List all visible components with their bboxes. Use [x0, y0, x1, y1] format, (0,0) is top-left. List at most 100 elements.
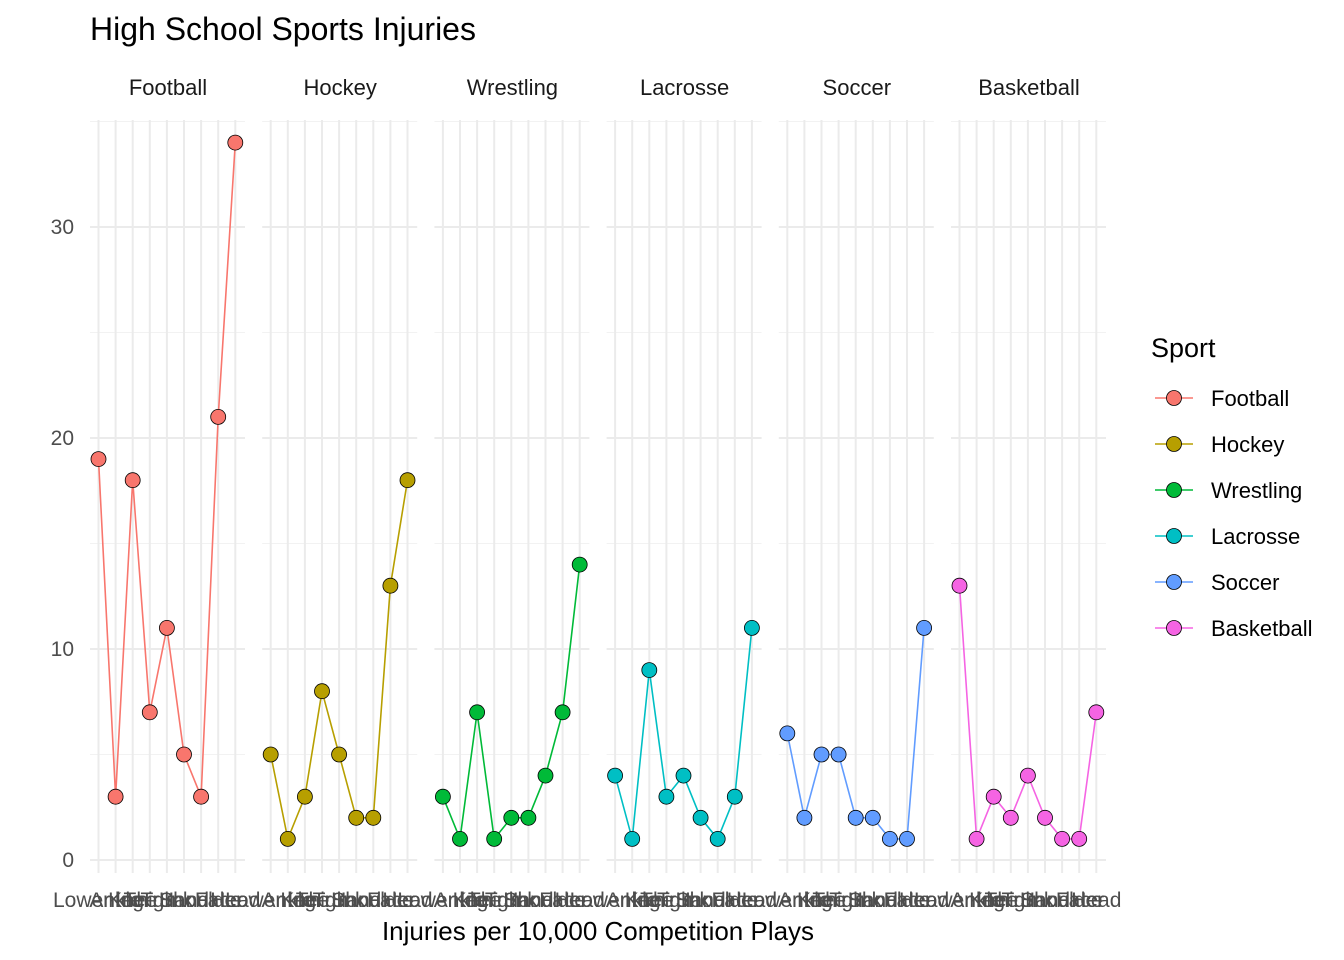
x-tick-label: Ankle	[778, 889, 831, 912]
x-tick-label: Trunk	[485, 889, 538, 912]
data-point	[658, 788, 675, 805]
x-tick-label: Thigh	[296, 889, 349, 912]
facet-strip-label: Football	[129, 75, 207, 100]
y-axis: 0 10 20 30	[51, 216, 74, 872]
data-point	[1088, 704, 1105, 721]
data-point	[796, 809, 813, 826]
legend-item: Basketball	[1155, 616, 1313, 641]
legend: Sport Football Hockey Wrestling Lacrosse Soc…	[1151, 333, 1313, 641]
x-tick-label: Face	[195, 889, 242, 912]
chart-title: High School Sports Injuries	[90, 11, 476, 47]
x-tick-label: Head	[382, 889, 432, 912]
x-tick-label: Ankle	[434, 889, 487, 912]
x-tick-label: Ankle	[89, 889, 142, 912]
x-tick-label: Face	[539, 889, 586, 912]
x-tick-label: Lower leg	[914, 889, 1005, 912]
y-tick-label: 30	[51, 216, 74, 239]
data-point	[193, 788, 210, 805]
data-point	[744, 620, 760, 636]
data-point	[1020, 767, 1036, 784]
facet-panel: Football Lower legAnkleKneeThighTrunkHand…	[53, 75, 260, 912]
x-tick-label: Knee	[453, 889, 502, 912]
legend-title: Sport	[1151, 333, 1216, 363]
x-tick-label: Head	[727, 889, 777, 912]
y-tick-label: 0	[62, 849, 74, 872]
data-point	[90, 451, 107, 468]
data-point	[1071, 831, 1088, 847]
legend-label: Soccer	[1211, 570, 1279, 595]
data-point	[779, 725, 796, 742]
x-tick-label: Trunk	[1001, 889, 1054, 912]
legend-key-point	[1166, 620, 1182, 636]
x-tick-label: Lower leg	[53, 889, 144, 912]
legend-label: Basketball	[1211, 616, 1313, 641]
x-tick-label: Thigh	[640, 889, 693, 912]
legend-item: Wrestling	[1155, 478, 1302, 503]
x-tick-label: Shoulder	[1020, 889, 1104, 912]
y-tick-label: 10	[51, 638, 74, 661]
data-point	[726, 788, 743, 805]
x-tick-label: Trunk	[313, 889, 366, 912]
y-tick-label: 20	[51, 427, 74, 450]
facet-strip-label: Hockey	[304, 75, 377, 100]
data-point	[141, 704, 158, 721]
x-tick-label: Hand	[848, 889, 898, 912]
data-point	[227, 134, 244, 151]
legend-label: Football	[1211, 386, 1289, 411]
x-tick-label: Head	[1071, 889, 1121, 912]
x-tick-label: Thigh	[985, 889, 1038, 912]
data-point	[158, 620, 175, 636]
facet-strip-label: Lacrosse	[640, 75, 729, 100]
data-point	[296, 788, 313, 805]
x-tick-label: Hand	[675, 889, 725, 912]
facet-panel: Soccer Lower legAnkleKneeThighTrunkHandSh…	[742, 75, 949, 912]
x-tick-label: Hand	[159, 889, 209, 912]
x-tick-label: Shoulder	[503, 889, 587, 912]
data-point	[607, 767, 623, 784]
data-point	[968, 831, 985, 847]
data-point	[469, 704, 486, 721]
facet-strip-label: Wrestling	[467, 75, 558, 100]
data-point	[813, 746, 830, 763]
data-point	[916, 620, 932, 636]
facet-panel: Wrestling Lower legAnkleKneeThighTrunkHan…	[397, 75, 604, 912]
x-tick-label: Thigh	[124, 889, 177, 912]
data-point	[675, 767, 692, 784]
data-point	[882, 831, 898, 847]
x-tick-label: Knee	[108, 889, 157, 912]
data-point	[951, 577, 968, 594]
x-tick-label: Trunk	[829, 889, 882, 912]
x-tick-label: Knee	[969, 889, 1018, 912]
x-tick-label: Face	[1056, 889, 1103, 912]
data-point	[692, 809, 709, 826]
legend-item: Soccer	[1155, 570, 1279, 595]
data-point	[503, 809, 520, 826]
data-point	[210, 408, 227, 425]
data-point	[331, 746, 348, 763]
x-tick-label: Lower leg	[397, 889, 488, 912]
data-point	[709, 831, 726, 847]
data-point	[279, 831, 296, 847]
data-point	[1054, 831, 1070, 847]
x-tick-label: Head	[210, 889, 260, 912]
x-tick-label: Ankle	[262, 889, 315, 912]
data-point	[107, 788, 124, 805]
x-tick-label: Face	[884, 889, 931, 912]
x-tick-label: Head	[899, 889, 949, 912]
x-tick-label: Hand	[331, 889, 381, 912]
x-tick-label: Trunk	[140, 889, 193, 912]
legend-item: Hockey	[1155, 432, 1284, 457]
x-tick-label: Shoulder	[331, 889, 415, 912]
x-tick-label: Face	[367, 889, 414, 912]
x-tick-label: Hand	[1020, 889, 1070, 912]
data-point	[985, 788, 1002, 805]
data-point	[624, 831, 641, 847]
x-tick-label: Ankle	[606, 889, 659, 912]
x-tick-label: Lower leg	[570, 889, 661, 912]
data-point	[382, 577, 399, 594]
x-axis-label: Injuries per 10,000 Competition Plays	[382, 916, 814, 946]
legend-key-point	[1166, 482, 1182, 498]
legend-key-point	[1166, 528, 1182, 544]
